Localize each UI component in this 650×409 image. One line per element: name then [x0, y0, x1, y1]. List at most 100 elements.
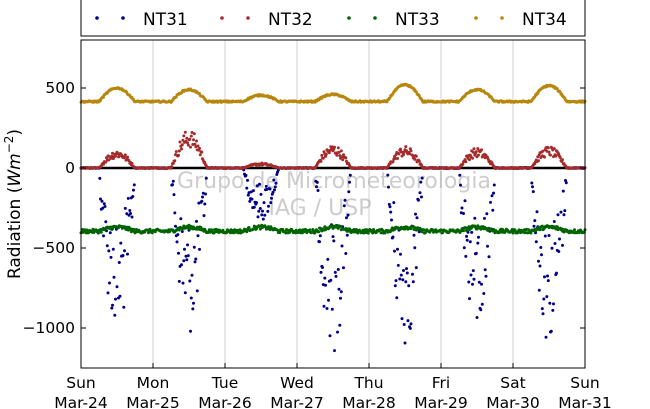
point-nt31	[322, 304, 326, 308]
legend-label-nt33: NT33	[395, 10, 440, 30]
point-nt31	[539, 246, 543, 249]
x-tick-label-date: Mar-25	[126, 394, 180, 409]
point-nt31	[401, 278, 405, 282]
point-nt31	[315, 180, 319, 184]
point-nt31	[245, 186, 249, 190]
point-nt31	[547, 234, 551, 237]
point-nt32	[114, 154, 117, 158]
point-nt32	[181, 138, 185, 142]
point-nt31	[479, 308, 483, 312]
point-nt31	[465, 234, 468, 238]
point-nt33	[213, 230, 217, 234]
x-tick-label-day: Tue	[211, 374, 238, 392]
point-nt31	[130, 215, 134, 219]
point-nt32	[405, 149, 408, 153]
point-nt32	[342, 153, 345, 157]
point-nt31	[246, 193, 250, 197]
point-nt32	[198, 146, 201, 150]
point-nt31	[110, 306, 114, 310]
point-nt31	[487, 255, 491, 259]
point-nt32	[117, 154, 121, 158]
point-nt31	[325, 307, 329, 310]
point-nt33	[308, 228, 312, 232]
point-nt31	[115, 285, 119, 289]
point-nt31	[198, 247, 201, 251]
point-nt31	[411, 280, 415, 284]
point-nt31	[393, 249, 396, 253]
point-nt32	[552, 147, 556, 151]
point-nt31	[192, 245, 196, 249]
point-nt34	[102, 95, 105, 99]
point-nt31	[396, 247, 399, 251]
point-nt31	[396, 263, 400, 267]
point-nt31	[176, 233, 180, 237]
point-nt32	[130, 161, 134, 165]
point-nt31	[106, 291, 110, 295]
point-nt31	[492, 183, 496, 187]
point-nt31	[531, 185, 534, 189]
point-nt32	[188, 137, 192, 141]
point-nt31	[477, 235, 480, 239]
point-nt33	[529, 231, 533, 235]
point-nt31	[531, 190, 535, 194]
x-tick-label-day: Wed	[280, 374, 314, 392]
point-nt31	[332, 239, 336, 243]
point-nt31	[194, 257, 198, 261]
point-nt33	[177, 228, 181, 232]
point-nt31	[183, 291, 187, 295]
point-nt32	[464, 160, 468, 164]
point-nt33	[411, 225, 415, 228]
point-nt31	[391, 235, 395, 239]
point-nt33	[523, 231, 527, 235]
point-nt31	[319, 270, 323, 274]
y-tick-label: 0	[65, 159, 75, 177]
point-nt32	[177, 153, 180, 157]
x-tick-label-day: Mon	[137, 374, 170, 392]
point-nt33	[511, 231, 515, 235]
point-nt31	[417, 198, 420, 202]
point-nt31	[540, 307, 544, 311]
point-nt31	[404, 280, 408, 284]
x-tick-label-day: Sun	[570, 374, 600, 392]
point-nt31	[121, 254, 125, 257]
point-nt32	[547, 150, 551, 154]
point-nt31	[559, 210, 563, 214]
point-nt31	[468, 240, 472, 244]
point-nt31	[333, 270, 337, 274]
point-nt31	[398, 277, 402, 281]
point-nt31	[123, 249, 126, 253]
point-nt32	[404, 145, 408, 149]
point-nt31	[474, 251, 478, 255]
x-tick-label-day: Sat	[500, 374, 525, 392]
point-nt32	[116, 152, 120, 156]
watermark-line-2: IAG / USP	[269, 196, 372, 221]
point-nt31	[262, 201, 266, 205]
point-nt31	[328, 334, 332, 338]
point-nt32	[330, 145, 334, 149]
point-nt32	[543, 155, 546, 159]
point-nt31	[472, 277, 476, 281]
point-nt32	[192, 132, 196, 136]
point-nt32	[391, 160, 395, 164]
point-nt31	[324, 283, 327, 287]
point-nt32	[546, 146, 550, 150]
point-nt31	[204, 192, 207, 196]
point-nt33	[276, 228, 279, 232]
point-nt32	[476, 147, 480, 151]
point-nt31	[403, 341, 407, 345]
point-nt31	[348, 173, 352, 177]
point-nt33	[150, 231, 154, 235]
point-nt33	[258, 227, 262, 231]
legend-label-nt32: NT32	[268, 10, 313, 30]
point-nt31	[486, 244, 489, 248]
series-nt34	[79, 82, 587, 104]
point-nt31	[171, 179, 175, 183]
point-nt31	[261, 209, 264, 213]
point-nt31	[108, 231, 112, 235]
point-nt31	[202, 214, 206, 218]
point-nt31	[342, 266, 345, 270]
point-nt31	[195, 289, 199, 293]
point-nt31	[273, 188, 276, 192]
point-nt31	[532, 224, 536, 228]
